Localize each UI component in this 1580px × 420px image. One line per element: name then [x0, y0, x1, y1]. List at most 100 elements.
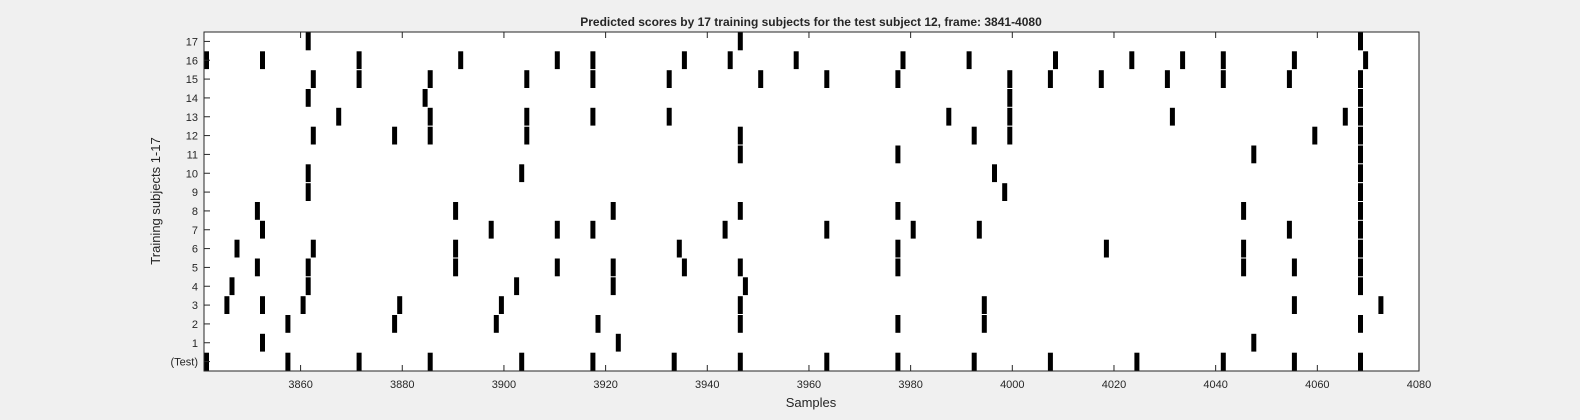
- event-mark-row-4-4: [742, 277, 748, 296]
- event-mark-row-3-7: [1291, 296, 1297, 314]
- event-mark-row-17-2: [1358, 32, 1363, 51]
- event-mark-row-6-3: [676, 239, 682, 258]
- y-tick-label: 5: [192, 262, 198, 274]
- event-mark-row-5-9: [1291, 258, 1297, 277]
- event-mark-row-16-4: [554, 51, 560, 70]
- event-mark-row-test-14: [1291, 352, 1297, 371]
- y-tick-label: 11: [187, 149, 198, 161]
- event-mark-row-7-5: [824, 220, 830, 239]
- event-mark-row-3-8: [1378, 296, 1384, 314]
- y-tick-label: 8: [192, 206, 198, 218]
- x-tick-label: 3860: [288, 379, 312, 391]
- event-mark-row-test-15: [1358, 352, 1363, 371]
- event-mark-row-14-2: [1007, 89, 1013, 107]
- event-mark-row-4-2: [514, 277, 520, 296]
- event-mark-row-3-6: [981, 296, 987, 314]
- event-mark-row-11-1: [895, 145, 901, 164]
- event-mark-row-16-12: [1129, 51, 1135, 70]
- event-mark-row-6-6: [1241, 239, 1247, 258]
- event-mark-row-13-0: [336, 107, 342, 126]
- event-mark-row-17-0: [305, 32, 311, 51]
- event-mark-row-1-2: [1251, 333, 1257, 352]
- y-tick-label: (Test): [171, 357, 199, 369]
- event-mark-row-6-7: [1358, 239, 1363, 258]
- event-mark-row-8-4: [895, 202, 901, 220]
- event-mark-row-7-8: [1286, 220, 1292, 239]
- event-mark-row-8-3: [737, 202, 743, 220]
- event-mark-row-8-1: [453, 202, 459, 220]
- event-mark-row-16-10: [966, 51, 972, 70]
- event-mark-row-9-1: [1002, 183, 1008, 201]
- y-tick-label: 14: [186, 93, 198, 105]
- event-mark-row-13-7: [1169, 107, 1175, 126]
- event-mark-row-2-1: [392, 315, 398, 333]
- event-mark-row-12-7: [1312, 126, 1318, 145]
- x-tick-label: 4060: [1305, 379, 1329, 391]
- x-tick-label: 3940: [695, 379, 719, 391]
- event-mark-row-5-7: [895, 258, 901, 277]
- event-mark-row-5-1: [305, 258, 311, 277]
- y-tick-label: 12: [186, 131, 198, 143]
- event-mark-row-7-2: [554, 220, 560, 239]
- event-mark-row-15-13: [1220, 70, 1226, 88]
- event-mark-row-3-2: [300, 296, 306, 314]
- event-mark-row-10-3: [1358, 164, 1363, 183]
- event-mark-row-2-7: [1358, 315, 1363, 333]
- event-mark-row-3-0: [224, 296, 230, 314]
- event-mark-row-8-0: [254, 202, 260, 220]
- event-mark-row-16-13: [1180, 51, 1186, 70]
- event-mark-row-3-5: [737, 296, 743, 314]
- x-tick-label: 3980: [898, 379, 922, 391]
- event-mark-row-13-2: [524, 107, 530, 126]
- event-mark-row-12-6: [1007, 126, 1013, 145]
- event-mark-row-8-2: [610, 202, 616, 220]
- event-mark-row-17-1: [737, 32, 743, 51]
- event-mark-row-13-4: [666, 107, 672, 126]
- event-mark-row-5-3: [554, 258, 560, 277]
- x-tick-label: 3900: [492, 379, 516, 391]
- x-tick-label: 3920: [593, 379, 617, 391]
- event-mark-row-15-2: [427, 70, 433, 88]
- event-mark-row-3-4: [498, 296, 504, 314]
- event-mark-row-test-5: [590, 352, 596, 371]
- event-mark-row-4-5: [1358, 277, 1363, 296]
- event-mark-row-2-0: [285, 315, 291, 333]
- event-mark-row-test-11: [1047, 352, 1053, 371]
- event-mark-row-10-0: [305, 164, 311, 183]
- event-mark-row-16-6: [681, 51, 687, 70]
- event-mark-row-test-4: [519, 352, 525, 371]
- y-tick-label: 17: [186, 36, 198, 48]
- event-mark-row-5-4: [610, 258, 616, 277]
- event-mark-row-test-3: [427, 352, 433, 371]
- event-mark-row-15-3: [524, 70, 530, 88]
- event-mark-row-7-6: [910, 220, 916, 239]
- event-mark-row-2-5: [895, 315, 901, 333]
- event-mark-row-16-16: [1363, 51, 1369, 70]
- event-mark-row-16-9: [900, 51, 906, 70]
- event-mark-row-15-10: [1047, 70, 1053, 88]
- event-mark-row-15-0: [310, 70, 316, 88]
- x-tick-label: 4080: [1407, 379, 1431, 391]
- event-mark-row-13-5: [946, 107, 952, 126]
- event-mark-row-13-6: [1007, 107, 1013, 126]
- y-tick-label: 9: [192, 187, 198, 199]
- event-marks: [204, 32, 1384, 371]
- event-mark-row-5-0: [254, 258, 260, 277]
- event-mark-row-13-1: [427, 107, 433, 126]
- x-axis-label: Samples: [786, 395, 837, 410]
- y-tick-label: 13: [186, 112, 198, 124]
- event-mark-row-test-7: [737, 352, 743, 371]
- event-mark-row-3-1: [260, 296, 265, 314]
- x-tick-label: 4020: [1102, 379, 1126, 391]
- event-mark-row-5-6: [737, 258, 743, 277]
- event-mark-row-16-11: [1053, 51, 1058, 70]
- event-mark-row-2-6: [981, 315, 987, 333]
- event-mark-row-14-1: [422, 89, 428, 107]
- y-tick-label: 4: [192, 281, 198, 293]
- x-tick-label: 3880: [390, 379, 414, 391]
- event-mark-row-6-0: [234, 239, 240, 258]
- event-mark-row-2-2: [493, 315, 499, 333]
- event-mark-row-test-13: [1220, 352, 1226, 371]
